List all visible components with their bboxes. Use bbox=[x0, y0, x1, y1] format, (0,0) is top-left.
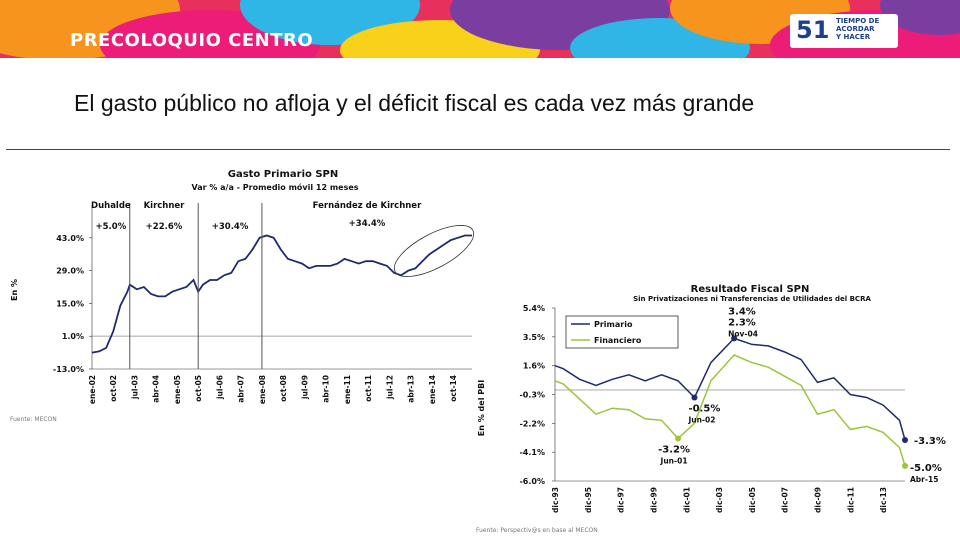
chart2-x-tick-label: dic-93 bbox=[551, 487, 560, 513]
annotation-label: -0.5% bbox=[688, 404, 720, 415]
anniversary-badge: 51 TIEMPO DE ACORDAR Y HACER bbox=[790, 14, 898, 48]
chart1-x-tick-label: abr-13 bbox=[407, 375, 416, 403]
annotation-label: Jun-01 bbox=[660, 457, 688, 466]
chart1-y-tick-label: 15.0% bbox=[56, 299, 84, 308]
slide-title: El gasto público no afloja y el déficit … bbox=[74, 90, 755, 116]
chart2-x-tick-label: dic-13 bbox=[879, 487, 888, 513]
chart1-x-tick-label: jul-06 bbox=[215, 375, 224, 400]
chart2-x-tick-label: dic-01 bbox=[682, 487, 691, 513]
chart2-y-tick-label: -2.2% bbox=[519, 419, 545, 428]
chart1-ylabel: En % bbox=[10, 279, 19, 301]
annotation-marker bbox=[675, 435, 682, 442]
chart1-x-tick-label: ene-02 bbox=[88, 375, 97, 404]
chart1-x-tick-label: ene-05 bbox=[173, 375, 182, 404]
annotation-label: -5.0% bbox=[910, 463, 942, 474]
header-banner: PRECOLOQUIO CENTRO 51 TIEMPO DE ACORDAR … bbox=[0, 0, 960, 58]
chart2-x-tick-label: dic-09 bbox=[814, 487, 823, 513]
period-name: Fernández de Kirchner bbox=[313, 201, 422, 211]
annotation-label: -3.2% bbox=[658, 445, 690, 456]
chart1-source: Fuente: MECON bbox=[10, 416, 57, 423]
chart2-y-tick-label: -6.0% bbox=[519, 477, 545, 486]
badge-slogan: TIEMPO DE ACORDAR Y HACER bbox=[836, 17, 880, 41]
chart2-y-tick-label: -4.1% bbox=[519, 448, 545, 457]
chart1-x-tick-label: jul-03 bbox=[130, 375, 139, 400]
chart1-x-tick-label: jul-12 bbox=[385, 375, 394, 400]
banner-art bbox=[0, 0, 960, 58]
chart2-x-tick-label: dic-99 bbox=[649, 487, 658, 513]
period-name: Kirchner bbox=[144, 201, 186, 211]
chart-gasto-primario: Gasto Primario SPN Var % a/a - Promedio … bbox=[10, 169, 475, 423]
highlight-ellipse bbox=[393, 225, 475, 277]
chart1-x-tick-label: abr-10 bbox=[322, 375, 331, 403]
chart2-x-tick-label: dic-03 bbox=[715, 487, 724, 513]
chart2-y-tick-label: 3.5% bbox=[523, 333, 545, 342]
chart2-y-tick-label: 1.6% bbox=[523, 362, 545, 371]
chart1-x-tick-label: ene-14 bbox=[428, 375, 437, 404]
annotation-label: 2.3% bbox=[728, 317, 756, 328]
annotation-label: Nov-04 bbox=[728, 329, 758, 338]
chart2-x-tick-label: dic-05 bbox=[748, 487, 757, 513]
chart-resultado-fiscal: Resultado Fiscal SPN Sin Privatizaciones… bbox=[476, 284, 946, 534]
brand-logo-text: PRECOLOQUIO CENTRO bbox=[70, 30, 314, 51]
series-gasto-primario bbox=[91, 234, 472, 354]
legend-label-primario: Primario bbox=[594, 320, 633, 329]
chart1-y-tick-label: 1.0% bbox=[62, 332, 84, 341]
chart2-source: Fuente: Perspectiv@s en base al MECON bbox=[476, 527, 598, 534]
chart1-x-tick-label: ene-11 bbox=[343, 375, 352, 404]
chart2-subtitle: Sin Privatizaciones ni Transferencias de… bbox=[633, 295, 871, 303]
chart2-legend: Primario Financiero bbox=[565, 315, 679, 349]
chart1-x-tick-label: abr-04 bbox=[152, 375, 161, 403]
annotation-label: -3.3% bbox=[914, 436, 946, 447]
chart1-x-tick-label: oct-05 bbox=[194, 375, 203, 402]
chart1-x-tick-label: oct-08 bbox=[279, 375, 288, 402]
chart1-title: Gasto Primario SPN bbox=[228, 169, 339, 180]
annotation-marker bbox=[902, 462, 908, 469]
chart1-x-tick-label: jul-09 bbox=[300, 375, 309, 400]
chart1-y-tick-label: 29.0% bbox=[56, 267, 84, 276]
annotation-label: Abr-15 bbox=[910, 475, 938, 484]
annotation-marker bbox=[902, 437, 908, 444]
legend-label-financiero: Financiero bbox=[594, 336, 642, 345]
chart2-title: Resultado Fiscal SPN bbox=[691, 284, 810, 295]
period-name: Duhalde bbox=[91, 201, 131, 211]
series-financiero bbox=[554, 354, 906, 467]
chart1-x-tick-label: oct-11 bbox=[364, 375, 373, 402]
title-divider bbox=[6, 149, 950, 150]
chart1-x-tick-label: ene-08 bbox=[258, 375, 267, 404]
chart2-x-tick-label: dic-97 bbox=[617, 487, 626, 513]
badge-number: 51 bbox=[796, 16, 830, 44]
chart2-x-tick-label: dic-95 bbox=[584, 487, 593, 513]
chart2-x-tick-label: dic-07 bbox=[781, 487, 790, 513]
chart2-x-tick-label: dic-11 bbox=[846, 487, 855, 513]
annotation-marker bbox=[731, 335, 738, 342]
chart2-ylabel: En % del PBI bbox=[477, 380, 486, 436]
annotation-label: Jun-02 bbox=[687, 416, 715, 425]
annotation-marker bbox=[691, 394, 698, 401]
chart1-y-tick-label: 43.0% bbox=[56, 234, 84, 243]
series-primario bbox=[554, 337, 906, 441]
period-change-label: +5.0% bbox=[96, 222, 127, 232]
annotation-label: 3.4% bbox=[728, 306, 756, 317]
period-change-label: +30.4% bbox=[212, 222, 249, 232]
chart1-subtitle: Var % a/a - Promedio móvil 12 meses bbox=[191, 182, 358, 192]
chart2-y-tick-label: 5.4% bbox=[523, 304, 545, 313]
chart1-x-tick-label: abr-07 bbox=[237, 375, 246, 403]
chart2-y-tick-label: -0.3% bbox=[519, 391, 545, 400]
period-change-label: +34.4% bbox=[349, 219, 386, 229]
chart1-y-tick-label: -13.0% bbox=[53, 365, 84, 374]
period-change-label: +22.6% bbox=[146, 222, 183, 232]
chart1-x-tick-label: oct-02 bbox=[109, 375, 118, 402]
legend-box bbox=[565, 315, 679, 349]
chart1-x-tick-label: oct-14 bbox=[449, 375, 458, 402]
